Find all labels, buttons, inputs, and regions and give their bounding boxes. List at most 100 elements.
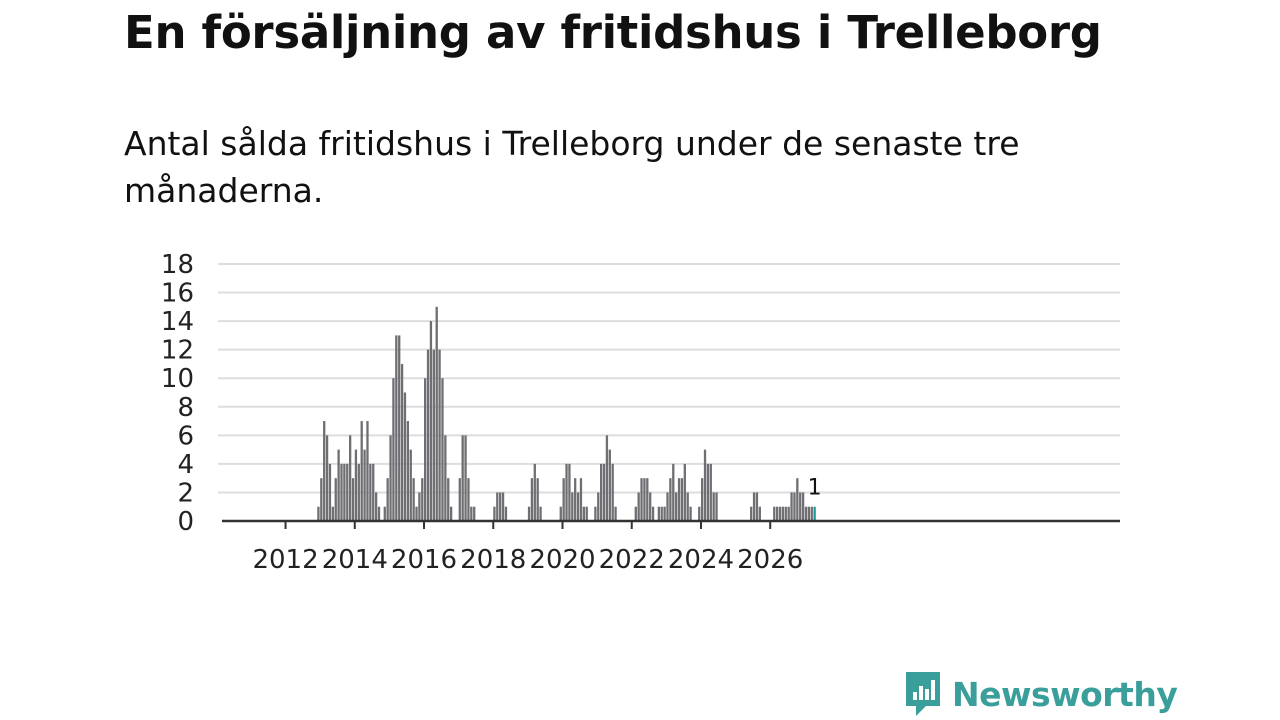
y-tick-label: 16 xyxy=(161,279,194,309)
bar xyxy=(565,463,568,521)
bar xyxy=(784,506,787,521)
bar xyxy=(527,506,531,521)
bar xyxy=(576,492,580,521)
bar xyxy=(395,335,398,521)
bar xyxy=(377,506,381,521)
bar xyxy=(683,463,686,521)
bar xyxy=(343,463,346,521)
bar xyxy=(351,478,355,521)
bar xyxy=(406,421,410,521)
bar xyxy=(421,478,424,521)
bar xyxy=(750,506,753,521)
bar xyxy=(360,421,363,521)
bar xyxy=(346,463,349,521)
x-tick-label: 2024 xyxy=(668,545,734,575)
y-tick-label: 10 xyxy=(161,364,194,394)
bar xyxy=(614,506,617,521)
bar xyxy=(317,506,320,521)
bar xyxy=(424,378,427,521)
bar xyxy=(646,478,649,521)
bar xyxy=(801,492,805,521)
bar xyxy=(594,506,597,521)
x-tick-label: 2026 xyxy=(737,545,803,575)
bar xyxy=(810,506,813,521)
bar xyxy=(634,506,637,521)
bar xyxy=(438,349,441,521)
bar xyxy=(669,478,672,521)
chart-title: En försäljning av fritidshus i Trellebor… xyxy=(124,6,1102,59)
bar xyxy=(409,449,412,521)
bar xyxy=(386,478,389,521)
bar xyxy=(660,506,663,521)
x-tick-label: 2014 xyxy=(322,545,388,575)
bar xyxy=(605,435,609,521)
bar xyxy=(706,463,710,521)
bar xyxy=(369,463,372,521)
bar xyxy=(493,506,496,521)
bar xyxy=(470,506,473,521)
bar xyxy=(773,506,776,521)
bar xyxy=(403,392,407,521)
bar xyxy=(374,492,378,521)
x-tick-label: 2020 xyxy=(529,545,595,575)
bar xyxy=(539,506,542,521)
bar xyxy=(597,492,600,521)
bar xyxy=(372,463,375,521)
bar-highlight xyxy=(813,506,816,521)
bar xyxy=(571,492,574,521)
bar xyxy=(649,492,652,521)
y-tick-label: 12 xyxy=(161,336,194,366)
y-tick-label: 4 xyxy=(177,450,194,480)
bar xyxy=(412,478,415,521)
x-tick-label: 2018 xyxy=(460,545,526,575)
bar xyxy=(574,478,577,521)
bar xyxy=(444,435,447,521)
bar xyxy=(533,463,536,521)
bar xyxy=(686,492,689,521)
bar xyxy=(383,506,386,521)
bar xyxy=(392,378,395,521)
bar xyxy=(585,506,588,521)
bar xyxy=(504,506,508,521)
chart-subtitle: Antal sålda fritidshus i Trelleborg unde… xyxy=(124,124,1020,210)
bar xyxy=(325,435,329,521)
x-tick-label: 2016 xyxy=(391,545,457,575)
bar xyxy=(530,478,534,521)
bar xyxy=(796,478,799,521)
bar xyxy=(582,506,585,521)
bar xyxy=(689,506,692,521)
bar xyxy=(643,478,646,521)
bar xyxy=(657,506,660,521)
chart-speech-bubble-icon xyxy=(906,672,940,716)
bar xyxy=(675,492,678,521)
bar xyxy=(331,506,334,521)
bar xyxy=(611,463,614,521)
y-tick-label: 14 xyxy=(161,307,194,337)
y-tick-label: 0 xyxy=(177,507,194,537)
bar xyxy=(501,492,505,521)
bar xyxy=(334,478,337,521)
gridlines xyxy=(218,263,1120,494)
bar xyxy=(781,506,785,521)
bar xyxy=(449,506,453,521)
bar xyxy=(775,506,779,521)
bar xyxy=(366,421,369,521)
bar xyxy=(398,335,401,521)
bar xyxy=(637,492,640,521)
bar xyxy=(328,463,332,521)
bar xyxy=(600,463,603,521)
highlight-value-label: 1 xyxy=(808,476,822,501)
bar xyxy=(435,306,438,521)
bar xyxy=(467,478,470,521)
bar xyxy=(536,478,539,521)
bar xyxy=(793,492,796,521)
y-tick-label: 2 xyxy=(177,478,194,508)
bar xyxy=(758,506,761,521)
x-tick-label: 2012 xyxy=(252,545,318,575)
bar xyxy=(415,506,418,521)
bar xyxy=(672,463,675,521)
bar xyxy=(790,492,793,521)
bar xyxy=(426,349,430,521)
bar xyxy=(389,435,392,521)
